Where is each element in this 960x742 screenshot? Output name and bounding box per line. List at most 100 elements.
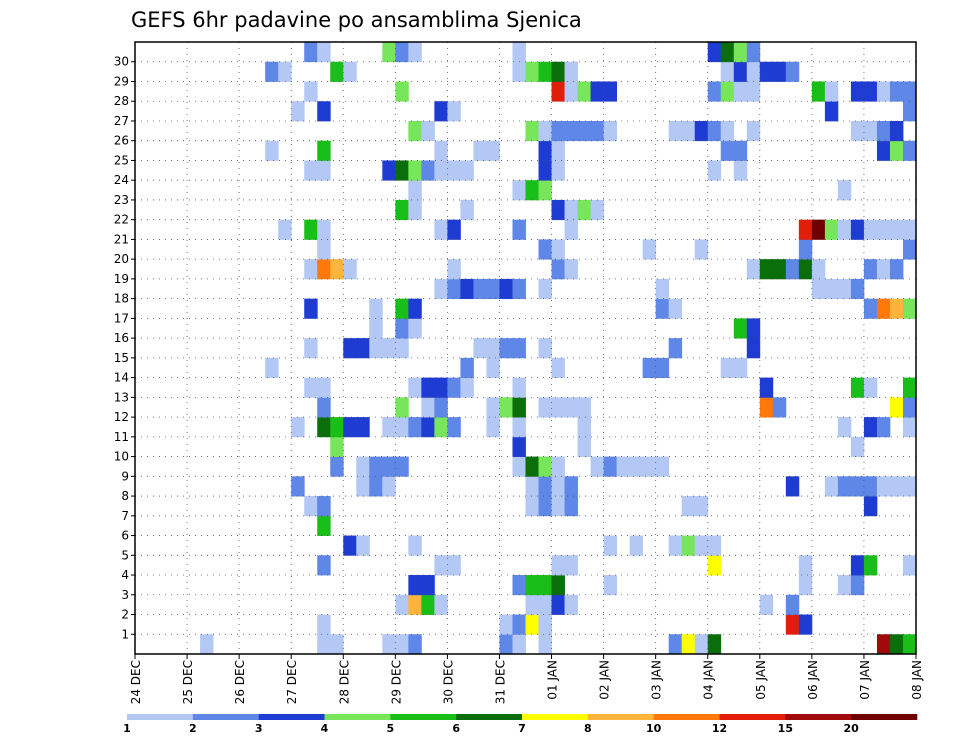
heatmap-cell — [395, 634, 409, 655]
y-tick-label: 17 — [114, 311, 129, 325]
heatmap-cell — [395, 42, 409, 63]
heatmap-cell — [447, 219, 461, 240]
y-tick-label: 10 — [114, 450, 129, 464]
heatmap-cell — [317, 140, 331, 161]
heatmap-cell — [681, 120, 696, 142]
heatmap-cell — [772, 259, 787, 280]
heatmap-cell — [642, 239, 657, 260]
heatmap-cell — [408, 160, 422, 181]
heatmap-cell — [876, 417, 891, 438]
heatmap-cell — [798, 614, 813, 635]
y-tick-label: 8 — [121, 489, 129, 503]
heatmap-cell — [421, 397, 435, 418]
heatmap-cell — [902, 140, 917, 161]
heatmap-cell — [512, 219, 526, 240]
legend-swatch — [785, 714, 852, 720]
heatmap-cell — [291, 101, 305, 122]
heatmap-cell — [564, 476, 578, 497]
x-axis-ticks: 24 DEC 25 DEC 26 DEC 27 DEC 28 DEC 29 DEC 30 D… — [129, 654, 924, 704]
heatmap-cell — [538, 634, 552, 655]
legend-label: 7 — [518, 722, 526, 735]
heatmap-cell — [421, 377, 435, 398]
x-tick-label: 07 JAN — [858, 660, 872, 700]
heatmap-cell — [694, 239, 709, 260]
heatmap-cell — [889, 298, 904, 319]
heatmap-cell — [538, 338, 552, 359]
legend-swatch — [324, 714, 391, 720]
heatmap-cell — [317, 417, 331, 438]
heatmap-cell — [902, 219, 917, 240]
heatmap-cell — [902, 101, 917, 122]
y-tick-label: 23 — [114, 193, 129, 207]
heatmap-cell — [551, 555, 565, 576]
heatmap-cell — [395, 318, 409, 339]
heatmap-cell — [733, 81, 748, 102]
heatmap-cell — [408, 42, 422, 63]
heatmap-cell — [785, 476, 800, 497]
heatmap-cell — [720, 357, 735, 379]
heatmap-cell — [538, 456, 552, 477]
heatmap-cell — [694, 120, 709, 142]
heatmap-cell — [668, 634, 683, 655]
y-tick-label: 9 — [121, 469, 129, 483]
heatmap-cell — [382, 338, 396, 359]
heatmap-cell — [785, 259, 800, 280]
heatmap-cell — [733, 61, 748, 82]
heatmap-cell — [304, 81, 318, 102]
heatmap-cell — [408, 634, 422, 655]
heatmap-cell — [551, 140, 565, 161]
heatmap-cell — [499, 397, 513, 418]
heatmap-cell — [395, 594, 409, 615]
heatmap-cell — [590, 81, 604, 102]
heatmap-cell — [421, 120, 435, 142]
heatmap-cell — [577, 199, 591, 221]
heatmap-cell — [824, 81, 839, 102]
legend-label: 20 — [844, 722, 860, 735]
heatmap-cell — [811, 278, 826, 300]
heatmap-cell — [902, 397, 917, 418]
heatmap-cell — [382, 476, 396, 497]
heatmap-cell — [564, 120, 578, 142]
heatmap-cells — [200, 42, 917, 655]
heatmap-cell — [837, 180, 852, 201]
heatmap-cell — [512, 180, 526, 201]
heatmap-cell — [590, 199, 604, 221]
heatmap-cell — [512, 42, 526, 63]
heatmap-cell — [486, 338, 500, 359]
legend-swatch — [456, 714, 523, 720]
heatmap-cell — [421, 417, 435, 438]
x-tick-label: 04 JAN — [702, 660, 716, 700]
y-tick-label: 14 — [114, 371, 129, 385]
heatmap-cell — [720, 61, 735, 82]
heatmap-cell — [460, 160, 474, 181]
heatmap-cell — [369, 318, 383, 339]
heatmap-cell — [408, 199, 422, 221]
heatmap-cell — [278, 219, 292, 240]
legend-label: 1 — [123, 722, 131, 735]
legend-label: 8 — [584, 722, 592, 735]
y-tick-label: 5 — [121, 548, 129, 562]
legend-swatch — [719, 714, 786, 720]
y-tick-label: 24 — [114, 173, 129, 187]
heatmap-cell — [850, 476, 865, 497]
heatmap-cell — [837, 575, 852, 596]
heatmap-cell — [486, 397, 500, 418]
heatmap-cell — [304, 160, 318, 181]
heatmap-cell — [564, 496, 578, 517]
heatmap-cell — [551, 575, 565, 596]
heatmap-cell — [447, 160, 461, 181]
heatmap-cell — [447, 278, 461, 300]
heatmap-cell — [798, 219, 813, 240]
heatmap-cell — [798, 575, 813, 596]
heatmap-cell — [759, 397, 774, 418]
heatmap-cell — [343, 417, 357, 438]
y-tick-label: 26 — [114, 134, 129, 148]
heatmap-cell — [551, 496, 565, 517]
heatmap-cell — [668, 535, 683, 556]
y-tick-label: 6 — [121, 529, 129, 543]
heatmap-cell — [707, 81, 722, 102]
y-tick-label: 11 — [114, 430, 129, 444]
heatmap-cell — [876, 298, 891, 319]
heatmap-cell — [395, 417, 409, 438]
heatmap-cell — [330, 436, 344, 457]
